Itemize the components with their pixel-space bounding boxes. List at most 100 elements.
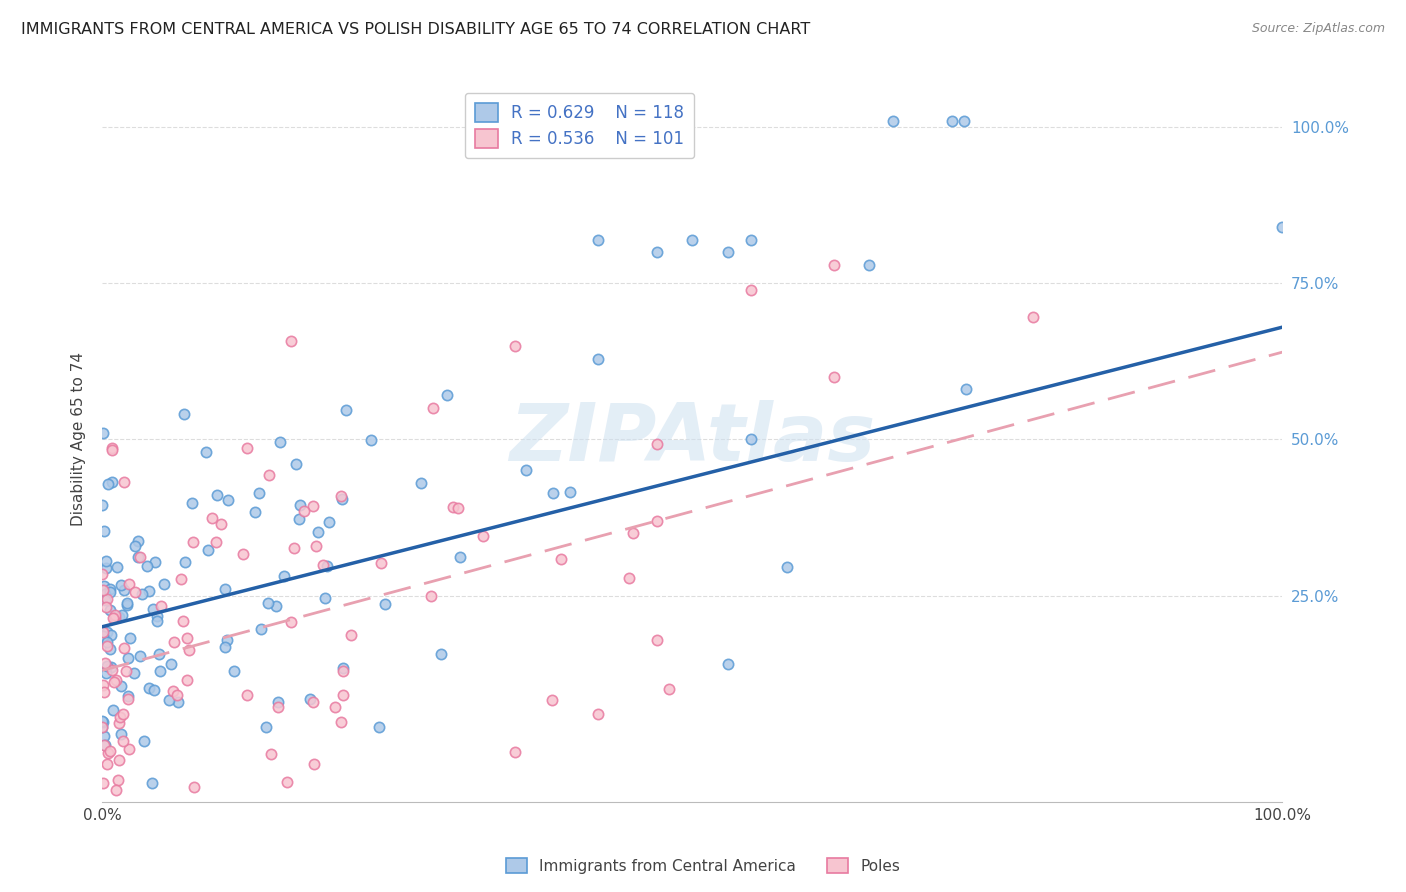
Point [941,114,963,128]
Point [160,657,183,672]
Point [236,688,259,702]
Point [91,425,114,440]
Point [214,640,236,655]
Point [174,555,197,569]
Point [541,692,564,706]
Point [681,233,703,247]
Point [117,650,139,665]
Point [100,628,122,642]
Point [93,587,115,601]
Point [201,511,224,525]
Point [312,558,335,573]
Point [111,805,134,820]
Point [120,632,142,646]
Point [269,434,291,449]
Point [100,660,122,674]
Point [183,534,205,549]
Point [1022,310,1045,324]
Point [1271,220,1294,235]
Point [254,720,277,734]
Point [370,556,392,570]
Point [177,642,200,657]
Point [124,539,146,553]
Point [163,634,186,648]
Point [166,688,188,702]
Point [127,534,149,549]
Point [129,648,152,663]
Point [717,245,740,260]
Point [91,714,114,728]
Point [112,641,135,656]
Point [235,441,257,455]
Point [301,695,323,709]
Point [103,674,125,689]
Point [740,233,762,247]
Point [94,656,117,670]
Point [292,504,315,518]
Point [96,658,118,673]
Point [93,738,115,752]
Point [250,622,273,636]
Point [304,807,326,822]
Point [330,714,353,729]
Point [422,401,444,416]
Point [288,498,311,512]
Point [138,583,160,598]
Point [740,433,762,447]
Point [93,730,115,744]
Point [115,664,138,678]
Point [316,559,339,574]
Point [101,703,124,717]
Point [101,442,124,456]
Point [243,505,266,519]
Point [283,541,305,556]
Point [952,114,974,128]
Point [273,569,295,583]
Point [93,579,115,593]
Point [98,585,121,599]
Point [340,628,363,642]
Point [436,388,458,402]
Point [645,632,668,647]
Point [100,582,122,596]
Point [717,657,740,672]
Point [409,476,432,491]
Point [217,492,239,507]
Point [330,491,353,506]
Point [447,501,470,516]
Point [550,552,572,566]
Point [97,477,120,491]
Point [98,603,121,617]
Point [558,484,581,499]
Point [335,402,357,417]
Point [135,559,157,574]
Point [117,692,139,706]
Point [167,695,190,709]
Point [247,485,270,500]
Point [260,747,283,761]
Point [110,578,132,592]
Point [955,383,977,397]
Point [110,807,132,822]
Point [117,689,139,703]
Point [94,665,117,680]
Point [162,684,184,698]
Point [141,776,163,790]
Point [96,639,118,653]
Point [91,567,114,582]
Point [94,739,117,753]
Point [110,727,132,741]
Point [305,539,328,553]
Point [314,591,336,605]
Point [172,614,194,628]
Point [170,573,193,587]
Point [149,599,172,614]
Point [96,554,118,568]
Point [138,681,160,695]
Point [118,742,141,756]
Point [134,733,156,747]
Point [91,624,114,639]
Point [621,526,644,541]
Point [374,597,396,611]
Point [142,683,165,698]
